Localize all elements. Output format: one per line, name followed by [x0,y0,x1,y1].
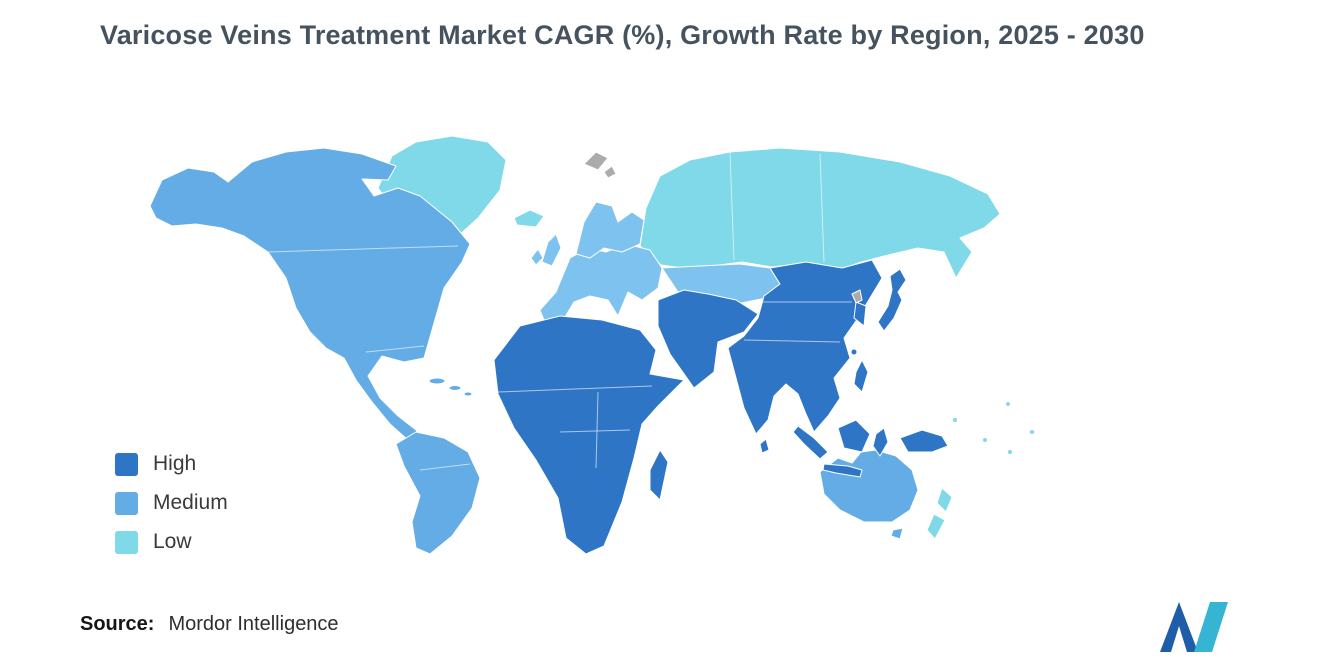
legend-item-low: Low [115,530,228,554]
legend-label-medium: Medium [153,491,228,514]
region-caribbean [428,377,473,397]
region-iceland [513,209,545,228]
region-middle-east [657,289,759,389]
region-north-america [149,147,471,443]
region-south-korea [853,301,867,327]
mordor-intelligence-logo [1160,602,1228,652]
region-north-korea [851,289,863,304]
region-south-east-asia [727,259,883,435]
region-russia [639,147,1001,279]
region-new-guinea [899,429,949,453]
region-tasmania [890,527,904,540]
legend-item-high: High [115,452,228,476]
region-sumatra [792,425,829,460]
region-australia [819,449,919,523]
source-line: Source: Mordor Intelligence [80,613,339,636]
region-madagascar [649,449,669,501]
legend: High Medium Low [115,452,228,569]
region-taiwan [850,348,858,356]
region-new-zealand [926,487,953,540]
region-south-america [395,431,481,555]
pacific-islands [953,402,1034,454]
legend-label-low: Low [153,530,192,553]
legend-label-high: High [153,452,197,475]
region-borneo [837,419,871,453]
legend-swatch-medium [115,491,138,515]
country-borders [267,151,852,471]
source-label: Source: [80,613,155,635]
region-svalbard [583,151,617,179]
legend-swatch-high [115,452,138,476]
chart-title: Varicose Veins Treatment Market CAGR (%)… [100,20,1145,50]
region-africa [493,315,685,555]
region-scandinavia [575,201,645,259]
region-philippines [853,359,869,393]
legend-item-medium: Medium [115,491,228,515]
legend-swatch-low [115,530,138,554]
source-value: Mordor Intelligence [168,613,339,635]
region-japan [877,268,907,332]
region-java [822,463,863,478]
region-sulawesi [872,427,889,457]
region-europe [539,243,663,323]
region-united-kingdom [541,233,562,267]
region-sri-lanka [759,438,770,454]
region-ireland [530,248,544,266]
